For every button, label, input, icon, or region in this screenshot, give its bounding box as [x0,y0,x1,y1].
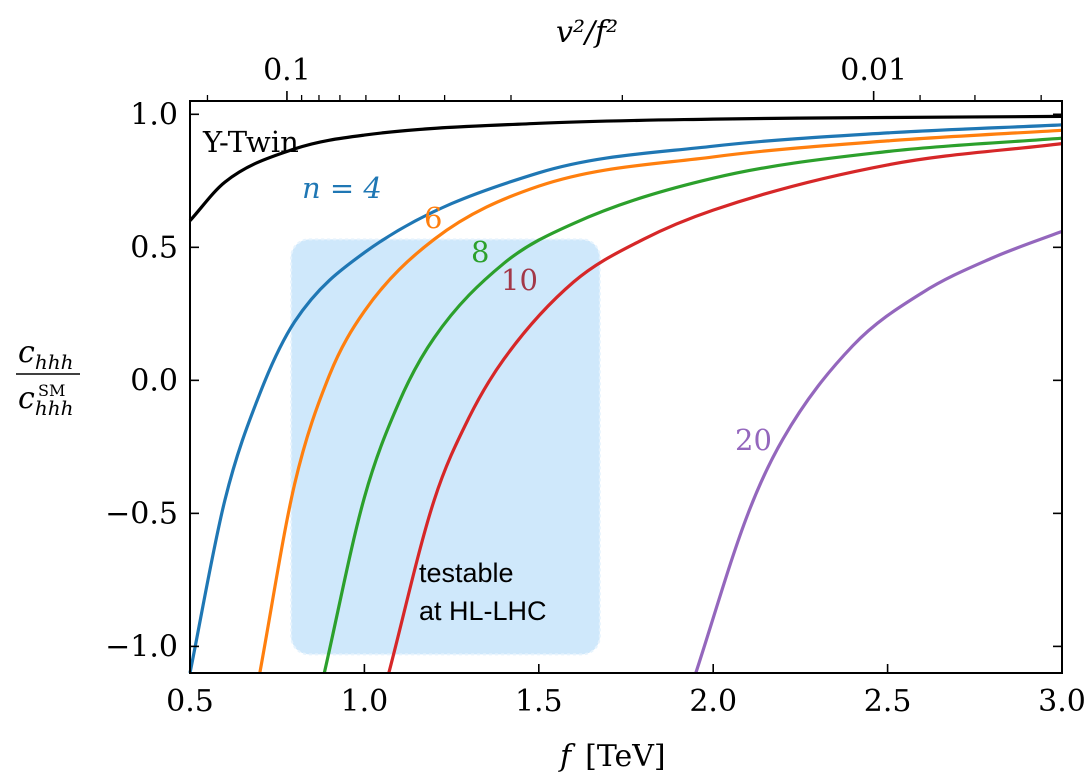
curve-n4 [188,123,1063,674]
series-label-20: 20 [735,423,772,457]
x-tick-label: 1.5 [515,684,563,719]
x-tick-label: 2.0 [689,684,737,719]
curve-n6 [258,128,1063,674]
x-tick-label: 0.5 [166,684,214,719]
y-tick-label: 0.0 [130,363,178,398]
axis-ticks [189,91,1063,673]
region-label-line2: at HL-LHC [419,596,547,626]
curve-y-twin [188,114,1063,222]
series-label-6: 6 [424,201,442,235]
x-tick-label: 1.0 [341,684,389,719]
top-tick-label: 0.01 [840,53,907,88]
testable-region [290,238,601,656]
series-label-10: 10 [501,263,538,297]
series-label-8: 8 [471,235,489,269]
region-label-line1: testable [419,558,514,588]
y-tick-label: −1.0 [105,629,178,664]
top-tick-label: 0.1 [263,53,311,88]
axis-tick-labels: 0.5 1.0 1.5 2.0 2.5 3.0 −1.0 −0.5 0.0 0.5 1.0 0.1 0.… [105,53,1086,719]
series-label-y-twin: Y-Twin [202,125,299,159]
x-tick-label: 3.0 [1038,684,1086,719]
curve-n10 [387,142,1063,674]
y-axis-label: chhh chhh SM [16,335,80,420]
svg-text:SM: SM [38,381,65,400]
curve-n20 [694,229,1063,674]
series-label-n4: n = 4 [302,171,382,205]
y-tick-label: 0.5 [130,230,178,265]
plot-frame [189,100,1063,674]
y-tick-label: 1.0 [130,97,178,132]
svg-text:chhh: chhh [18,381,73,420]
x-tick-label: 2.5 [864,684,912,719]
curve-n8 [322,136,1063,674]
top-axis-label: v²/f² [556,15,618,50]
svg-text:chhh: chhh [18,335,73,374]
series-lines [188,114,1063,674]
y-tick-label: −0.5 [105,496,178,531]
